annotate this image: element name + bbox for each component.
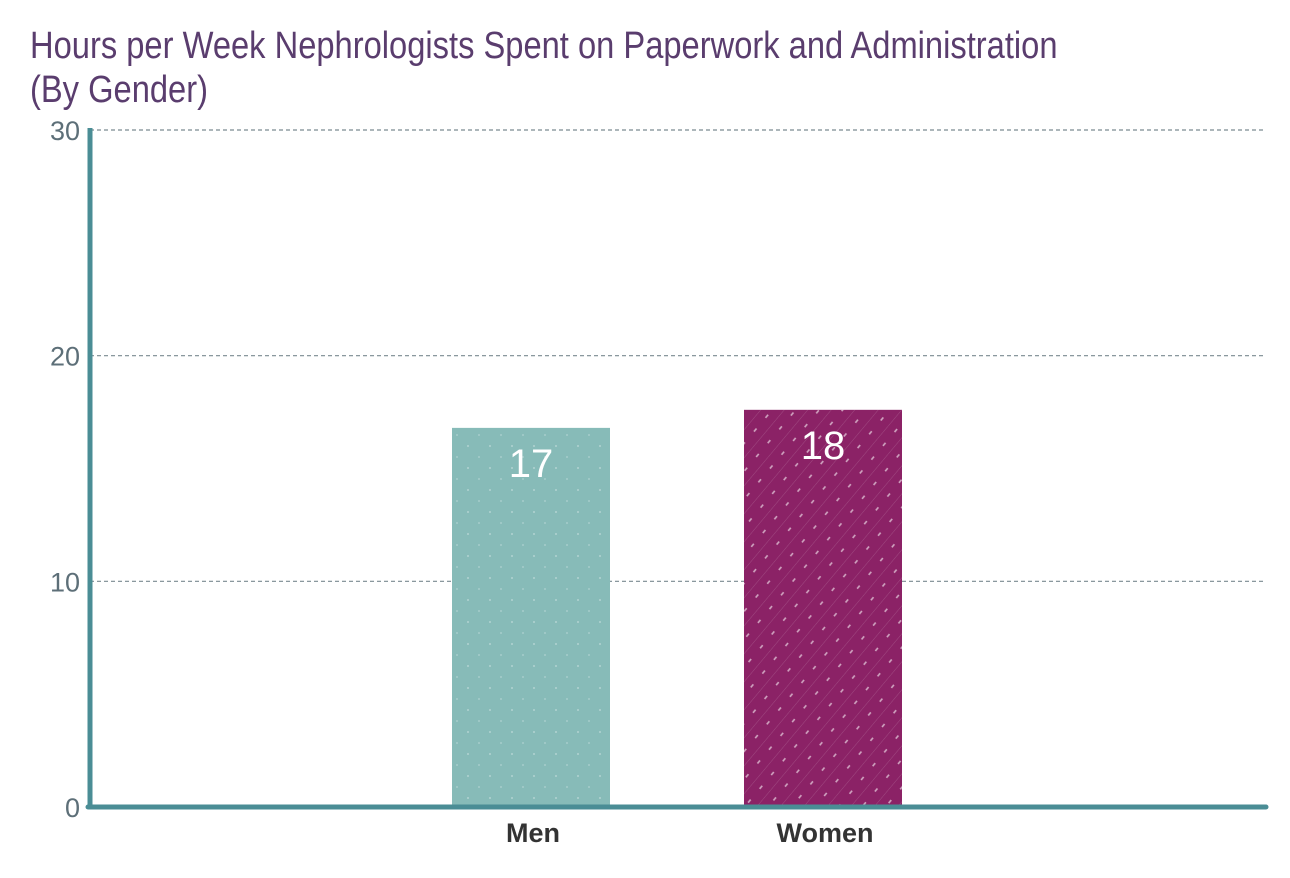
y-tick-label-10: 10 xyxy=(50,567,80,597)
bar-women xyxy=(744,409,902,807)
y-tick-label-0: 0 xyxy=(65,793,80,823)
data-label-women: 18 xyxy=(801,424,846,468)
bar-men xyxy=(452,427,610,807)
bar-texture-men xyxy=(452,427,610,807)
chart-title: Hours per Week Nephrologists Spent on Pa… xyxy=(30,25,1058,111)
x-tick-label-women: Women xyxy=(776,818,873,848)
y-tick-label-20: 20 xyxy=(50,342,80,372)
x-tick-label-men: Men xyxy=(506,818,560,848)
data-label-men: 17 xyxy=(509,442,554,486)
y-tick-label-30: 30 xyxy=(50,116,80,146)
bar-texture-women xyxy=(744,409,902,807)
